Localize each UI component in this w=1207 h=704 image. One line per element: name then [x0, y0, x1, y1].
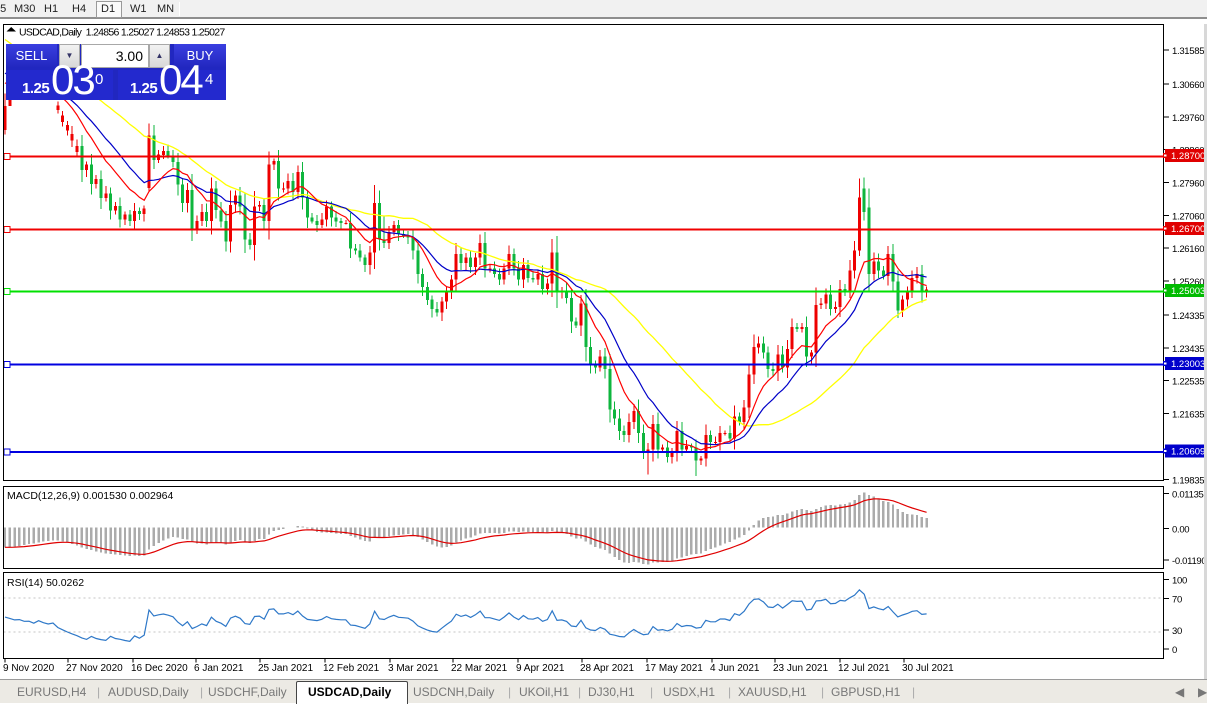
svg-text:16 Dec 2020: 16 Dec 2020 — [131, 663, 188, 674]
svg-text:1.19835: 1.19835 — [1172, 475, 1204, 486]
svg-text:1.27060: 1.27060 — [1172, 211, 1204, 222]
svg-text:0.01135: 0.01135 — [1172, 490, 1204, 501]
svg-text:1.20609: 1.20609 — [1171, 447, 1205, 458]
svg-text:1.24335: 1.24335 — [1172, 311, 1204, 322]
svg-text:22 Mar 2021: 22 Mar 2021 — [451, 663, 508, 674]
svg-text:RSI(14) 50.0262: RSI(14) 50.0262 — [7, 577, 84, 589]
svg-text:1.25260: 1.25260 — [1172, 277, 1204, 288]
svg-text:1.31585: 1.31585 — [1172, 46, 1204, 57]
svg-text:23 Jun 2021: 23 Jun 2021 — [773, 663, 828, 674]
svg-text:0.00: 0.00 — [1172, 525, 1189, 536]
svg-text:1.23003: 1.23003 — [1171, 359, 1205, 370]
svg-text:30: 30 — [1172, 626, 1182, 637]
svg-text:1.27960: 1.27960 — [1172, 179, 1204, 190]
svg-text:70: 70 — [1172, 594, 1182, 605]
svg-text:1.25003: 1.25003 — [1171, 286, 1205, 297]
svg-text:USDCAD,Daily 1.24856 1.25027: USDCAD,Daily 1.24856 1.25027 1.24853 1.2… — [19, 27, 225, 39]
svg-text:1.21635: 1.21635 — [1172, 410, 1204, 421]
svg-text:1.29760: 1.29760 — [1172, 113, 1204, 124]
svg-text:28 Apr 2021: 28 Apr 2021 — [580, 663, 634, 674]
svg-text:1.30660: 1.30660 — [1172, 80, 1204, 91]
svg-text:9 Apr 2021: 9 Apr 2021 — [516, 663, 565, 674]
svg-text:17 May 2021: 17 May 2021 — [645, 663, 703, 674]
svg-text:1.26160: 1.26160 — [1172, 244, 1204, 255]
svg-text:27 Nov 2020: 27 Nov 2020 — [66, 663, 123, 674]
svg-text:-0.011904: -0.011904 — [1172, 556, 1207, 567]
svg-text:12 Feb 2021: 12 Feb 2021 — [323, 663, 380, 674]
svg-text:1.22535: 1.22535 — [1172, 377, 1204, 388]
svg-text:9 Nov 2020: 9 Nov 2020 — [3, 663, 55, 674]
svg-text:6 Jan 2021: 6 Jan 2021 — [194, 663, 244, 674]
svg-text:0: 0 — [1172, 645, 1177, 656]
svg-text:30 Jul 2021: 30 Jul 2021 — [902, 663, 954, 674]
svg-text:25 Jan 2021: 25 Jan 2021 — [258, 663, 313, 674]
svg-text:100: 100 — [1172, 576, 1187, 587]
svg-text:MACD(12,26,9) 0.001530 0.00296: MACD(12,26,9) 0.001530 0.002964 — [7, 490, 174, 502]
svg-text:4 Jun 2021: 4 Jun 2021 — [710, 663, 760, 674]
svg-text:1.26700: 1.26700 — [1171, 224, 1205, 235]
svg-text:12 Jul 2021: 12 Jul 2021 — [838, 663, 890, 674]
svg-text:1.23435: 1.23435 — [1172, 344, 1204, 355]
svg-text:3 Mar 2021: 3 Mar 2021 — [388, 663, 439, 674]
svg-text:1.28700: 1.28700 — [1171, 151, 1205, 162]
